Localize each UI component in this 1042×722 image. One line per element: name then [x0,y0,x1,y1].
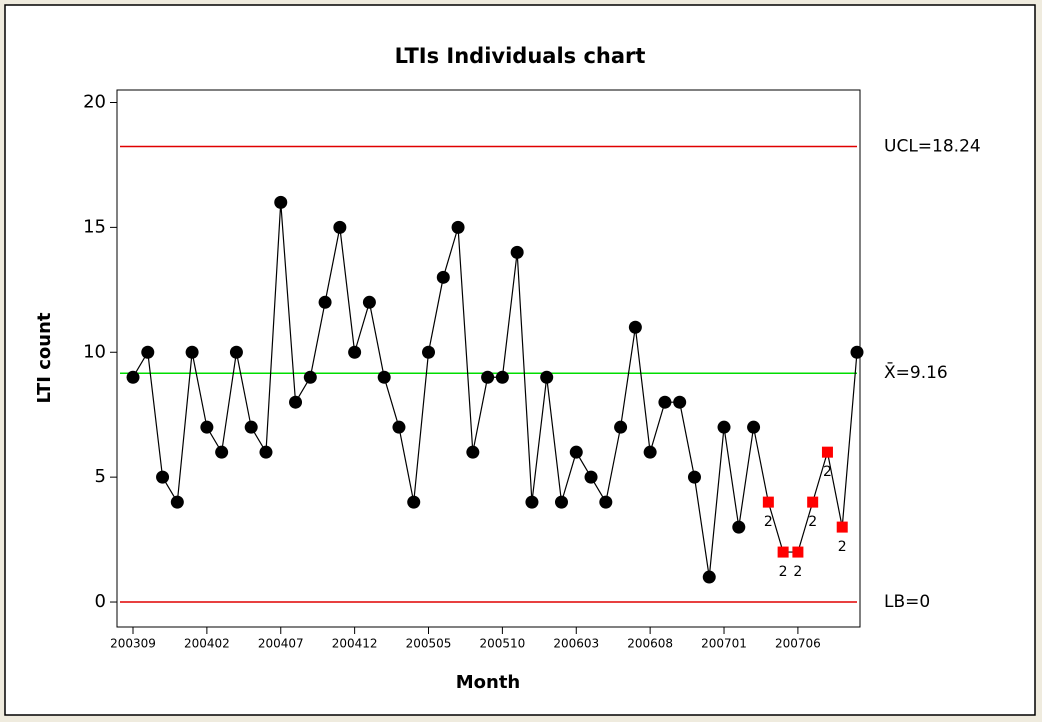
plot-frame [116,89,861,628]
alarm-point [777,546,789,558]
x-tick-label: 200706 [775,637,821,651]
alarm-point [807,496,819,508]
test-label: 2 [823,464,832,480]
control-line-label: UCL=18.24 [884,136,981,156]
point [540,370,554,384]
x-tick-label: 200402 [184,637,230,651]
point [481,370,495,384]
point [422,345,436,359]
point [614,420,628,434]
y-axis-label: LTI count [34,312,55,403]
point [303,370,317,384]
point [510,245,524,259]
point [259,445,273,459]
x-tick-label: 200309 [110,637,156,651]
point [702,570,716,584]
point [436,270,450,284]
point [747,420,761,434]
point [525,495,539,509]
control-line-label: LB=0 [884,592,930,612]
point [392,420,406,434]
x-tick-label: 200603 [553,637,599,651]
point [244,420,258,434]
alarm-point [762,496,774,508]
x-tick-label: 200505 [406,637,452,651]
point [717,420,731,434]
point [289,395,303,409]
point [200,420,214,434]
x-tick-label: 200701 [701,637,747,651]
point [333,220,347,234]
test-label: 2 [779,564,788,580]
point [569,445,583,459]
point [628,320,642,334]
point [141,345,155,359]
control-line-label: X̄=9.16 [884,361,948,383]
y-tick-label: 20 [83,91,106,112]
point [584,470,598,484]
point [495,370,509,384]
point [318,295,332,309]
alarm-point [821,446,833,458]
test-label: 2 [808,514,817,530]
alarm-point [836,521,848,533]
alarm-point [792,546,804,558]
point [673,395,687,409]
point [850,345,864,359]
point [274,195,288,209]
y-tick-label: 5 [95,466,106,487]
x-tick-label: 200510 [479,637,525,651]
x-tick-label: 200407 [258,637,304,651]
point [362,295,376,309]
point [407,495,421,509]
point [451,220,465,234]
x-tick-label: 200608 [627,637,673,651]
x-axis-label: Month [456,672,521,693]
test-label: 2 [793,564,802,580]
point [643,445,657,459]
point [185,345,199,359]
point [215,445,229,459]
y-tick-label: 0 [95,591,106,612]
point [377,370,391,384]
point [170,495,184,509]
point [348,345,362,359]
x-tick-label: 200412 [332,637,378,651]
point [658,395,672,409]
test-label: 2 [764,514,773,530]
point [229,345,243,359]
point [732,520,746,534]
point [687,470,701,484]
point [126,370,140,384]
test-label: 2 [838,539,847,555]
point [554,495,568,509]
point [156,470,170,484]
point [599,495,613,509]
point [466,445,480,459]
y-tick-label: 15 [83,216,106,237]
y-tick-label: 10 [83,341,106,362]
chart-title: LTIs Individuals chart [395,44,646,68]
